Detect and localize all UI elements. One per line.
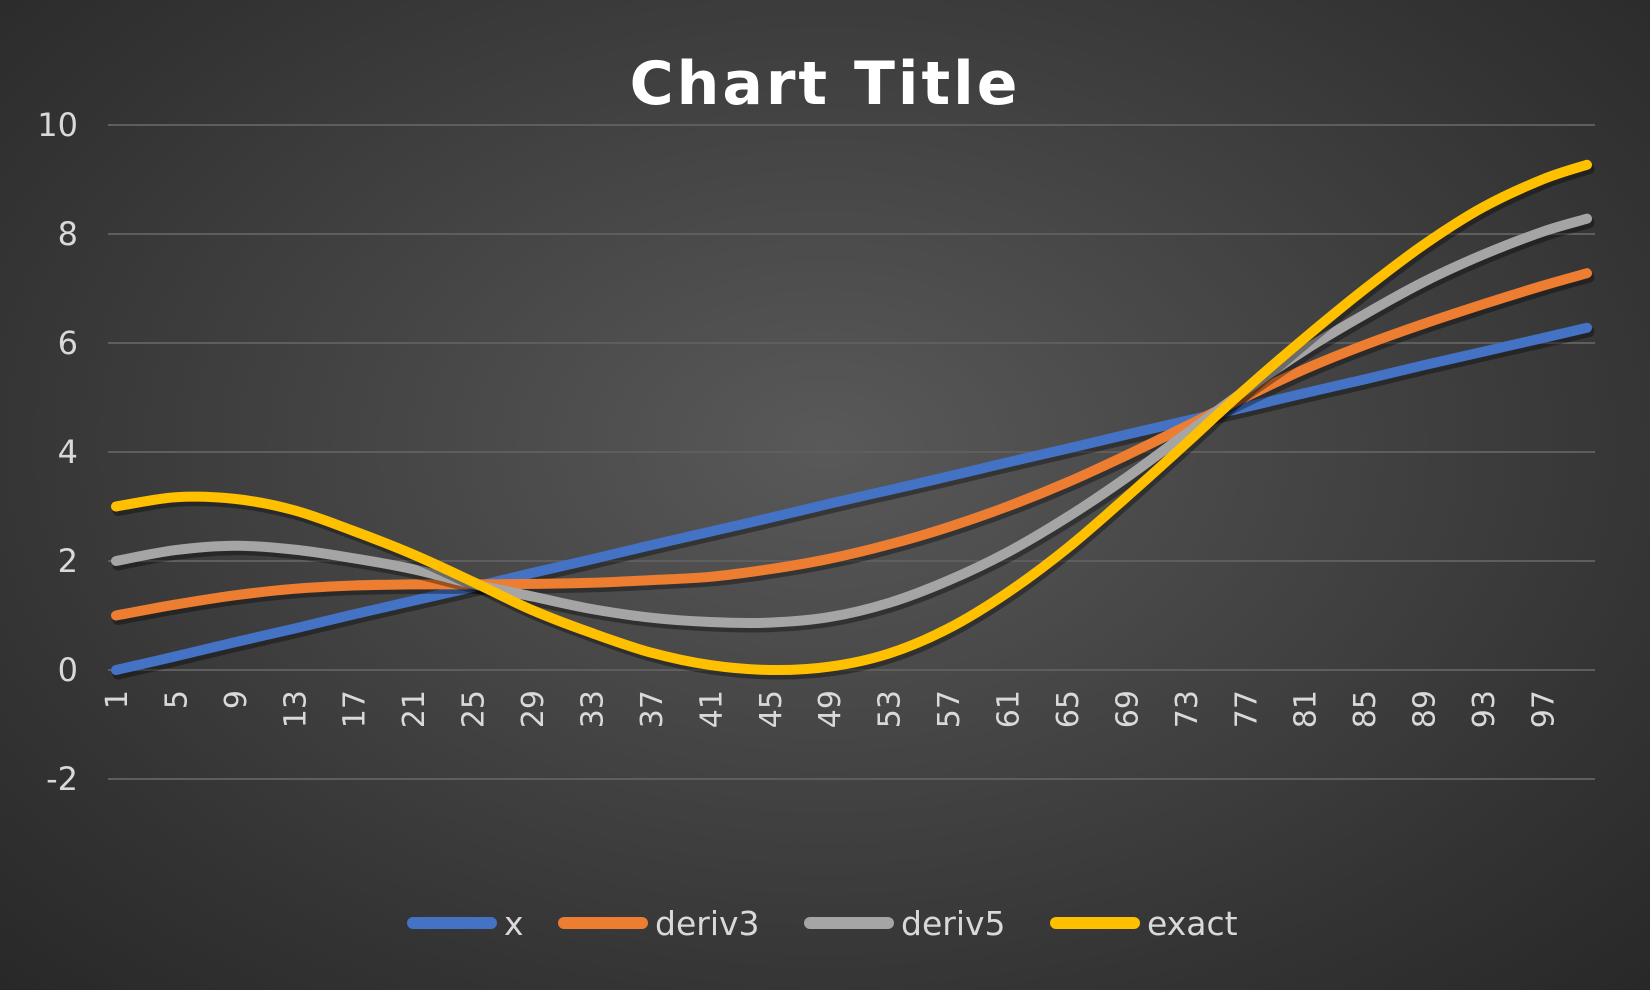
series-line-shadow-exact — [112, 163, 1595, 680]
legend-item-deriv5[interactable]: deriv5 — [804, 904, 1006, 943]
series-line-deriv3 — [111, 268, 1592, 621]
x-tick-label: 65 — [1051, 690, 1086, 728]
x-tick-label: 57 — [932, 690, 967, 728]
x-tick-label: 9 — [219, 690, 254, 709]
x-tick-label: 25 — [457, 690, 492, 728]
legend-item-exact[interactable]: exact — [1050, 904, 1238, 943]
y-tick-label: 8 — [58, 215, 78, 253]
x-tick-label: 53 — [873, 690, 908, 728]
series-line-x — [111, 322, 1592, 675]
y-tick-label: 10 — [37, 106, 78, 144]
x-tick-label: 81 — [1289, 690, 1324, 728]
x-tick-label: 13 — [278, 690, 313, 728]
series-line-exact — [111, 159, 1592, 676]
legend: x deriv3 deriv5 exact — [407, 904, 1238, 943]
x-tick-label: 85 — [1348, 690, 1383, 728]
x-tick-label: 37 — [635, 690, 670, 728]
x-tick-label: 17 — [338, 690, 373, 728]
x-tick-label: 1 — [100, 690, 135, 709]
y-tick-label: 0 — [58, 651, 78, 689]
gridlines — [108, 124, 1595, 780]
x-tick-label: 77 — [1229, 690, 1264, 728]
x-tick-label: 61 — [992, 690, 1027, 728]
legend-label: deriv5 — [901, 904, 1006, 943]
x-tick-label: 5 — [159, 690, 194, 709]
x-tick-label: 21 — [397, 690, 432, 728]
y-axis-ticks: -2 0 2 4 6 8 10 — [37, 106, 78, 798]
x-axis-ticks: 1 5 9 13 17 21 25 29 33 37 41 45 49 53 57 61 65 69 73 77 81 8… — [100, 690, 1561, 728]
x-tick-label: 41 — [694, 690, 729, 728]
x-tick-label: 69 — [1110, 690, 1145, 728]
x-tick-label: 33 — [575, 690, 610, 728]
y-tick-label: 2 — [58, 542, 78, 580]
x-tick-label: 49 — [813, 690, 848, 728]
legend-label: x — [504, 904, 524, 943]
x-tick-label: 97 — [1526, 690, 1561, 728]
legend-label: exact — [1147, 904, 1238, 943]
x-tick-label: 73 — [1170, 690, 1205, 728]
y-tick-label: 4 — [58, 433, 78, 471]
legend-item-deriv3[interactable]: deriv3 — [558, 904, 760, 943]
legend-item-x[interactable]: x — [407, 904, 524, 943]
series-line-shadow-deriv3 — [112, 271, 1595, 625]
y-tick-label: 6 — [58, 324, 78, 362]
series-lines — [111, 159, 1595, 680]
x-tick-label: 93 — [1467, 690, 1502, 728]
x-tick-label: 29 — [516, 690, 551, 728]
y-tick-label: -2 — [46, 760, 78, 798]
chart-title: Chart Title — [630, 49, 1021, 119]
x-tick-label: 45 — [754, 690, 789, 728]
series-line-deriv5 — [111, 213, 1592, 628]
x-tick-label: 89 — [1408, 690, 1443, 728]
legend-label: deriv3 — [655, 904, 760, 943]
